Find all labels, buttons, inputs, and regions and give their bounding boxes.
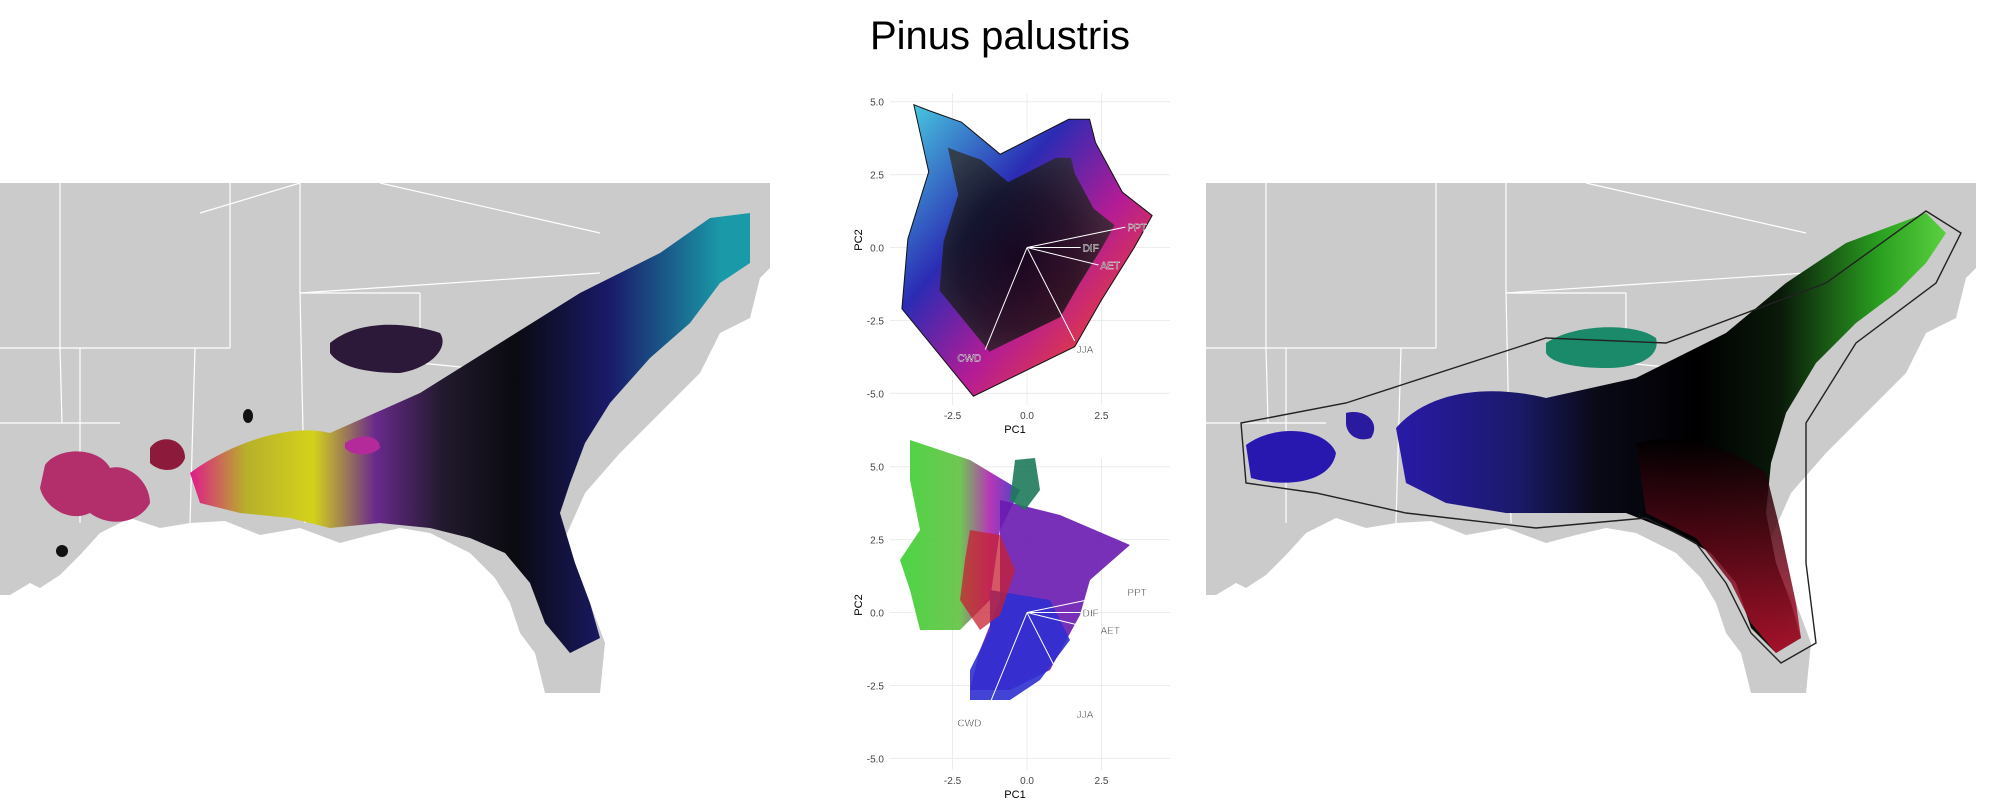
- pca-bottom-ytick-label: 5.0: [870, 463, 884, 474]
- pca-bottom-vector-label-aet: AET: [1101, 626, 1120, 637]
- pca-top-ytick-label: 2.5: [870, 171, 884, 182]
- pca-bottom-vector-label-ppt: PPT: [1127, 588, 1146, 599]
- pca-top-ylabel: PC2: [853, 229, 865, 250]
- pca-top-vector-label-ppt: PPT: [1127, 223, 1146, 234]
- left-range-map: [0, 183, 770, 693]
- pca-bottom-teal-cloud: [1010, 458, 1040, 510]
- pca-top-vector-label-cwd: CWD: [957, 354, 981, 365]
- pca-top-vector-ppt: [1026, 226, 1126, 249]
- pca-top-ytick-label: -5.0: [867, 389, 885, 400]
- pca-bottom-vector-label-cwd: CWD: [957, 719, 981, 730]
- pca-bottom-xtick-label: 0.0: [1020, 776, 1034, 787]
- pca-top-ytick-label: -2.5: [867, 316, 885, 327]
- pca-top-ytick-label: 0.0: [870, 244, 884, 255]
- pca-bottom-vector-cwd: [984, 612, 1028, 715]
- pca-bottom-vector-label-dif: DIF: [1083, 609, 1099, 620]
- pca-top-xtick-label: 0.0: [1020, 411, 1034, 422]
- pca-bottom-xtick-label: 2.5: [1095, 776, 1109, 787]
- pca-bottom-vector-ppt: [1026, 591, 1126, 614]
- pca-top-ytick-label: 5.0: [870, 98, 884, 109]
- pca-bottom-axis-ticks: -2.5 0.0 2.5 5.0 2.5 0.0 -2.5 -5.0: [867, 463, 1109, 787]
- pca-top-vector-aet: [1026, 247, 1099, 266]
- species-range-right: [1246, 213, 1946, 653]
- pca-bottom-vector-aet: [1026, 612, 1099, 631]
- pca-bottom-ytick-label: -5.0: [867, 754, 885, 765]
- pca-top-hull-outline: [901, 103, 1153, 397]
- pca-bottom-ylabel: PC2: [853, 594, 865, 615]
- pca-bottom-red-cloud: [960, 530, 1015, 630]
- pca-top-vector-label-jja: JJA: [1077, 345, 1094, 356]
- pca-top-point-cloud-core: [939, 147, 1115, 352]
- pca-bottom-ytick-label: 2.5: [870, 536, 884, 547]
- pca-bottom-xtick-label: -2.5: [944, 776, 962, 787]
- pca-bottom-ytick-label: -2.5: [867, 681, 885, 692]
- pca-top-xtick-label: -2.5: [944, 411, 962, 422]
- pca-top-xlabel: PC1: [1004, 424, 1025, 436]
- pca-bottom-vector-label-jja: JJA: [1077, 710, 1094, 721]
- pca-top-vector-label-aet: AET: [1101, 261, 1120, 272]
- pca-top-xtick-label: 2.5: [1095, 411, 1109, 422]
- convex-hull-outline: [1240, 210, 1962, 664]
- pca-top-vector-cwd: [984, 247, 1028, 350]
- species-range-left: [40, 213, 750, 653]
- pca-bottom-vector-jja: [1026, 612, 1076, 707]
- pca-top-axis-ticks: -2.5 0.0 2.5 5.0 2.5 0.0 -2.5 -5.0: [867, 98, 1109, 422]
- pca-bottom-xlabel: PC1: [1004, 789, 1025, 801]
- figure-title: Pinus palustris: [869, 14, 1131, 58]
- pca-top-vector-jja: [1026, 247, 1076, 342]
- pca-top-vector-label-dif: DIF: [1083, 244, 1099, 255]
- pca-bottom-ytick-label: 0.0: [870, 609, 884, 620]
- right-range-map: [1206, 183, 1976, 693]
